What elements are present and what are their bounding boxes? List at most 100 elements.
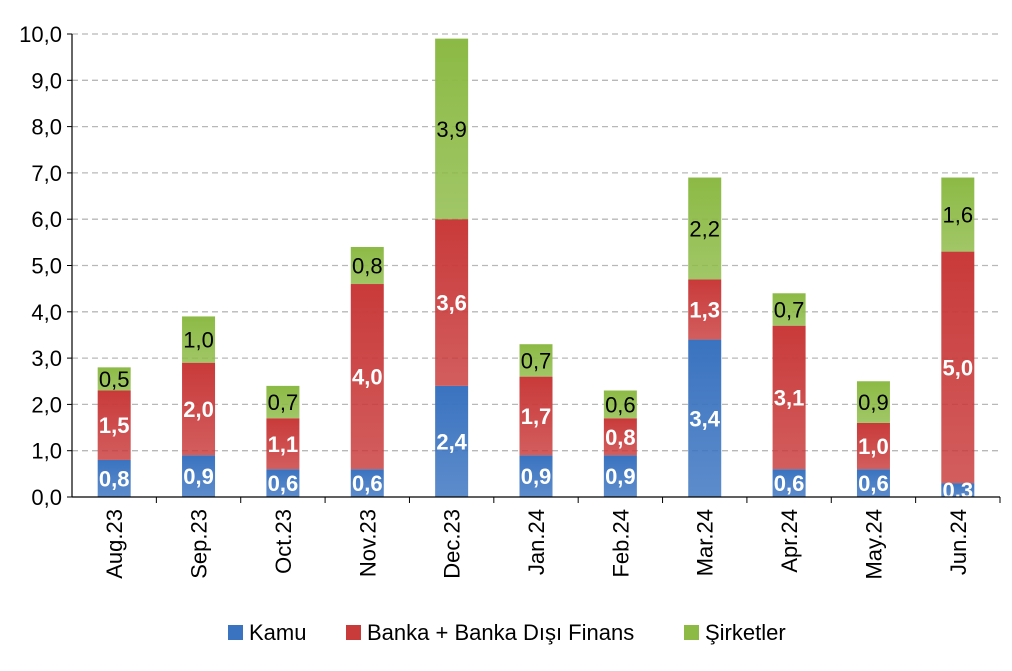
x-tick-label: Nov.23 (355, 509, 380, 577)
bar-segment-sirketler (435, 38, 469, 220)
x-tick-label: Feb.24 (608, 509, 633, 578)
y-tick-label: 9,0 (31, 68, 62, 93)
data-label: 0,9 (858, 390, 889, 415)
bar-segment-kamu (603, 455, 637, 497)
y-tick-label: 1,0 (31, 439, 62, 464)
data-label: 5,0 (943, 355, 974, 380)
bar-segment-kamu (97, 459, 131, 497)
legend-label: Şirketler (705, 620, 786, 645)
data-label: 4,0 (352, 365, 383, 390)
legend-label: Kamu (249, 620, 306, 645)
bar-segment-banka (519, 376, 553, 456)
data-label: 0,3 (943, 478, 974, 503)
bar-segment-banka (772, 325, 806, 470)
bar-segment-kamu (941, 483, 975, 497)
bar-segment-banka (350, 284, 384, 470)
bar-segment-sirketler (182, 316, 216, 363)
bar-segment-sirketler (603, 390, 637, 419)
bar-segment-kamu (856, 469, 890, 497)
bar-segment-sirketler (97, 367, 131, 391)
bar-segment-kamu (519, 455, 553, 497)
data-label: 0,7 (521, 348, 552, 373)
bar-segment-banka (97, 390, 131, 460)
legend: Kamu Banka + Banka Dışı Finans Şirketler (228, 620, 786, 645)
data-label: 0,7 (774, 297, 805, 322)
x-tick-label: Dec.23 (440, 509, 465, 579)
bar-segment-sirketler (856, 381, 890, 423)
bar-segment-sirketler (688, 177, 722, 280)
data-label: 1,1 (268, 432, 299, 457)
data-label: 0,9 (183, 464, 214, 489)
bar-segment-sirketler (350, 246, 384, 285)
bar-segment-banka (603, 418, 637, 456)
y-tick-label: 8,0 (31, 115, 62, 140)
x-tick-label: May.24 (861, 509, 886, 580)
x-tick-label: Sep.23 (187, 509, 212, 579)
bar-segment-kamu (688, 339, 722, 497)
bars (97, 38, 975, 497)
legend-swatch (684, 625, 699, 640)
data-label: 0,6 (352, 471, 383, 496)
bar-segment-sirketler (941, 177, 975, 252)
data-label: 1,0 (858, 434, 889, 459)
y-tick-label: 10,0 (19, 22, 62, 47)
data-label: 2,4 (436, 429, 467, 454)
data-label: 1,3 (689, 297, 720, 322)
legend-swatch (228, 625, 243, 640)
legend-swatch (346, 625, 361, 640)
x-tick-label: Jan.24 (524, 509, 549, 575)
axes: 0,0 1,0 2,0 3,0 4,0 5,0 6,0 7,0 8,0 9,0 10,0 Aug.23… (19, 22, 1001, 580)
bar-segment-sirketler (519, 344, 553, 377)
data-label: 3,6 (436, 291, 467, 316)
bar-segment-kamu (350, 469, 384, 497)
data-label: 1,6 (943, 203, 974, 228)
bar-segment-banka (266, 418, 300, 470)
data-label: 0,6 (268, 471, 299, 496)
bar-segment-kamu (266, 469, 300, 497)
bar-segment-banka (182, 362, 216, 456)
y-tick-label: 3,0 (31, 346, 62, 371)
bar-segment-banka (688, 279, 722, 340)
y-tick-label: 6,0 (31, 207, 62, 232)
data-label: 1,5 (99, 413, 130, 438)
y-tick-label: 2,0 (31, 392, 62, 417)
y-tick-label: 5,0 (31, 254, 62, 279)
data-label: 0,6 (774, 471, 805, 496)
x-tick-label: Oct.23 (271, 509, 296, 574)
data-label: 0,5 (99, 367, 130, 392)
data-label: 0,6 (605, 392, 636, 417)
bar-segment-kamu (182, 455, 216, 497)
x-tick-label: Mar.24 (693, 509, 718, 576)
data-label: 2,2 (689, 216, 720, 241)
data-label: 3,1 (774, 385, 805, 410)
data-label: 2,0 (183, 397, 214, 422)
data-label: 1,7 (521, 404, 552, 429)
y-tick-label: 7,0 (31, 161, 62, 186)
bar-segment-banka (941, 251, 975, 484)
bar-segment-sirketler (266, 385, 300, 419)
data-label: 0,8 (99, 466, 130, 491)
x-tick-label: Aug.23 (102, 509, 127, 579)
bar-segment-sirketler (772, 293, 806, 326)
bar-segment-kamu (772, 469, 806, 497)
bar-segment-banka (856, 422, 890, 470)
data-label: 0,9 (521, 464, 552, 489)
data-label: 0,6 (858, 471, 889, 496)
data-label: 0,9 (605, 464, 636, 489)
bar-segment-kamu (435, 385, 469, 497)
data-label: 3,9 (436, 117, 467, 142)
data-label: 0,8 (605, 425, 636, 450)
x-tick-label: Apr.24 (777, 509, 802, 573)
bar-segment-banka (435, 219, 469, 386)
y-tick-label: 0,0 (31, 485, 62, 510)
data-label: 1,0 (183, 328, 214, 353)
data-labels: 0,8 1,5 0,5 0,9 2,0 1,0 0,6 1,1 0,7 0,6 4,0 0,8 2,4 3… (99, 117, 973, 503)
legend-label: Banka + Banka Dışı Finans (367, 620, 634, 645)
data-label: 0,8 (352, 254, 383, 279)
x-tick-label: Jun.24 (946, 509, 971, 575)
data-label: 0,7 (268, 390, 299, 415)
data-label: 3,4 (689, 406, 720, 431)
gridlines (72, 33, 1000, 452)
y-tick-label: 4,0 (31, 300, 62, 325)
